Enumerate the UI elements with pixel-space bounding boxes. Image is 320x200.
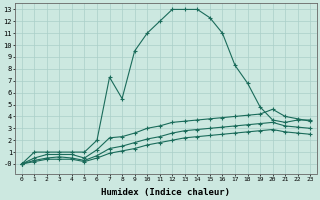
X-axis label: Humidex (Indice chaleur): Humidex (Indice chaleur) (101, 188, 230, 197)
